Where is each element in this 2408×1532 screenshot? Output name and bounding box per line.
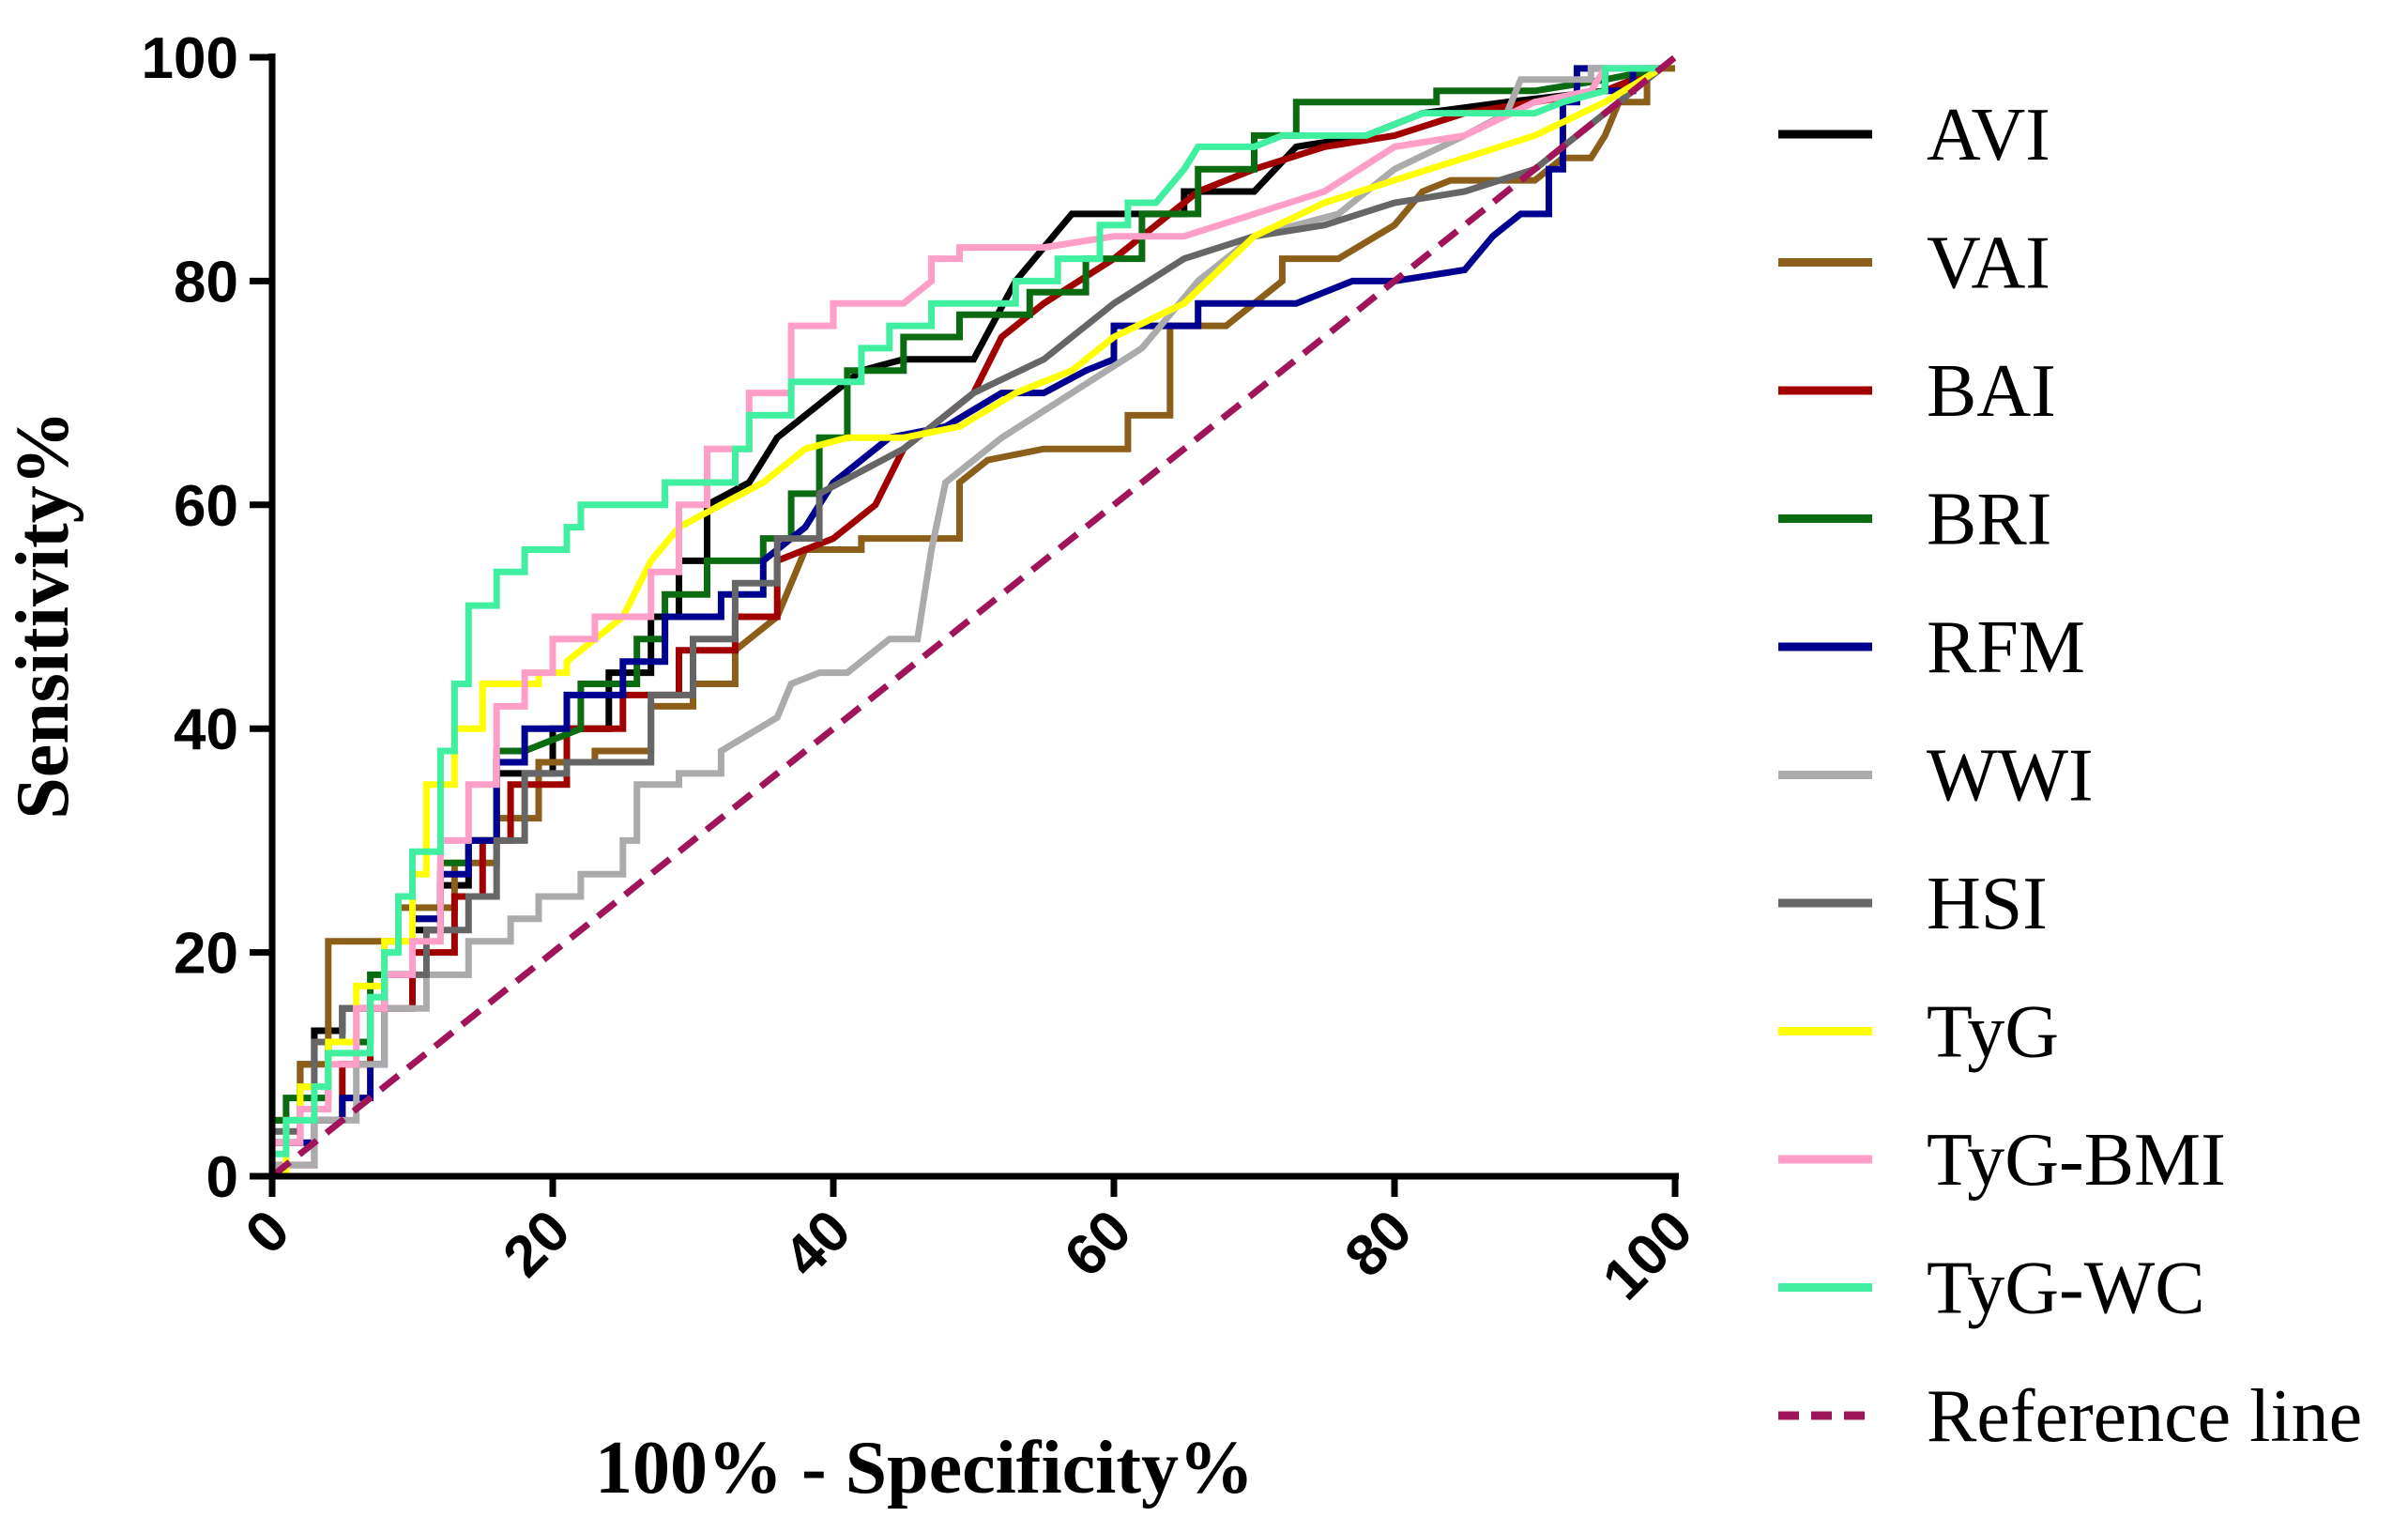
axes	[268, 54, 1679, 1180]
y-tick-label: 0	[206, 1145, 238, 1210]
y-tick-label: 80	[174, 250, 238, 314]
legend-label-reference-line: Reference line	[1927, 1375, 2362, 1458]
x-axis-title: 100% - Specificity%	[595, 1427, 1254, 1509]
legend-label-tyg: TyG	[1927, 991, 2059, 1074]
legend-label-bai: BAI	[1927, 350, 2056, 433]
x-tick-label: 40	[771, 1198, 863, 1290]
legend-label-bri: BRI	[1927, 479, 2051, 561]
x-tick-label: 60	[1052, 1198, 1144, 1290]
y-tick-label: 40	[174, 697, 238, 762]
series-line-vai	[268, 65, 1675, 1176]
series-line-tyg-wc	[268, 65, 1661, 1176]
legend-label-rfm: RFM	[1927, 606, 2085, 689]
series-line-hsi	[268, 66, 1664, 1176]
series-line-tyg	[282, 65, 1663, 1176]
plot-area	[268, 54, 1678, 1179]
x-ticks: 0 20 40 60 80 100	[234, 1176, 1705, 1312]
y-axis-title: Sensitivity%	[2, 410, 84, 820]
y-tick-label: 100	[142, 26, 238, 91]
y-ticks: 0 20 40 60 80 100	[142, 26, 272, 1210]
x-tick-label: 20	[491, 1198, 583, 1290]
legend-label-tyg-bmi: TyG-BMI	[1927, 1119, 2226, 1202]
legend: AVI VAI BAI BRI RFM WWI HSI TyG TyG-BMI TyG-WC Ref…	[1778, 94, 2362, 1458]
legend-label-wwi: WWI	[1927, 735, 2094, 818]
x-tick-label: 0	[234, 1198, 302, 1266]
y-tick-label: 60	[174, 474, 238, 539]
legend-label-vai: VAI	[1927, 222, 2050, 305]
x-tick-label: 100	[1591, 1198, 1705, 1312]
legend-label-tyg-wc: TyG-WC	[1927, 1248, 2205, 1330]
legend-label-avi: AVI	[1927, 94, 2050, 176]
series-line-reference-line	[269, 54, 1678, 1179]
y-tick-label: 20	[174, 922, 238, 987]
legend-label-hsi: HSI	[1927, 863, 2048, 945]
x-tick-label: 80	[1333, 1198, 1425, 1290]
